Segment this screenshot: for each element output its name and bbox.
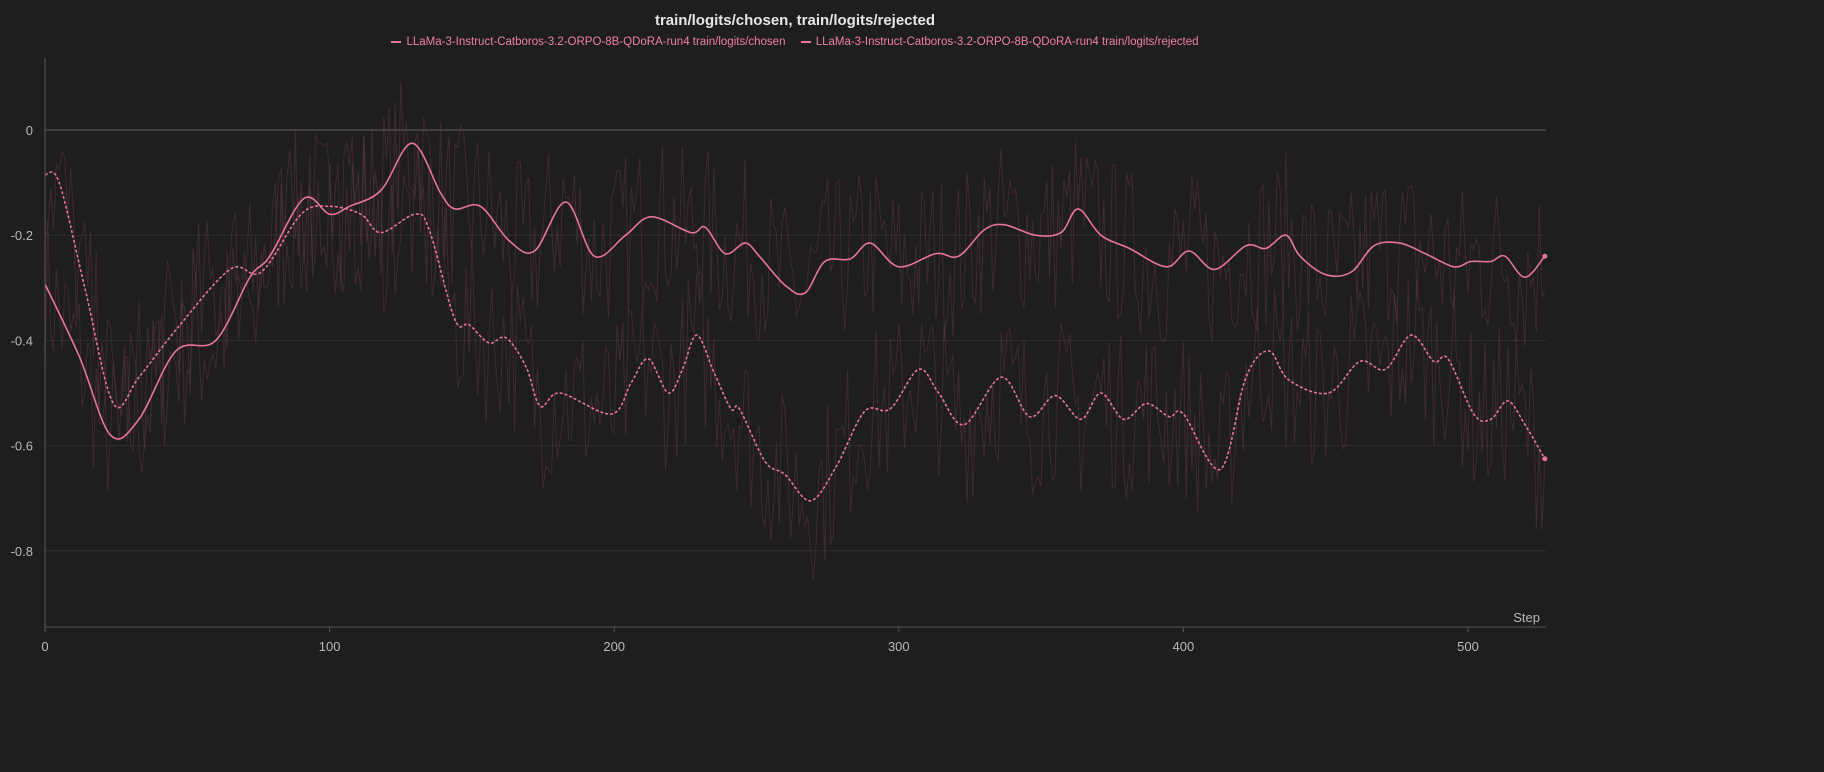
legend-item-rejected[interactable]: LLaMa-3-Instruct-Catboros-3.2-ORPO-8B-QD… xyxy=(800,36,1199,48)
raw-trace-rejected xyxy=(44,133,1546,581)
y-tick-label: -0.2 xyxy=(11,228,33,243)
x-tick-label: 500 xyxy=(1457,639,1479,654)
series-line-chosen xyxy=(44,142,1546,440)
legend-item-chosen[interactable]: LLaMa-3-Instruct-Catboros-3.2-ORPO-8B-QD… xyxy=(391,36,785,48)
x-axis-label: Step xyxy=(1513,610,1540,625)
legend-label-rejected: LLaMa-3-Instruct-Catboros-3.2-ORPO-8B-QD… xyxy=(815,36,1199,48)
y-tick-label: -0.8 xyxy=(11,544,33,559)
x-tick-label: 100 xyxy=(319,639,341,654)
x-tick-label: 0 xyxy=(41,639,48,654)
legend-swatch-dashed xyxy=(800,40,811,43)
x-tick-label: 400 xyxy=(1173,639,1195,654)
legend-label-chosen: LLaMa-3-Instruct-Catboros-3.2-ORPO-8B-QD… xyxy=(406,36,786,48)
raw-trace-chosen xyxy=(44,81,1546,492)
y-tick-label: -0.4 xyxy=(11,333,33,348)
legend: LLaMa-3-Instruct-Catboros-3.2-ORPO-8B-QD… xyxy=(0,36,1590,48)
y-tick-label: -0.6 xyxy=(11,439,33,454)
series-line-rejected xyxy=(44,171,1546,502)
x-tick-label: 300 xyxy=(888,639,910,654)
series-endpoint-rejected xyxy=(1542,456,1548,462)
chart-title: train/logits/chosen, train/logits/reject… xyxy=(654,12,936,29)
y-tick-label: 0 xyxy=(26,123,33,138)
x-tick-label: 200 xyxy=(603,639,625,654)
legend-swatch-solid xyxy=(391,40,402,43)
series-endpoint-chosen xyxy=(1542,253,1548,259)
